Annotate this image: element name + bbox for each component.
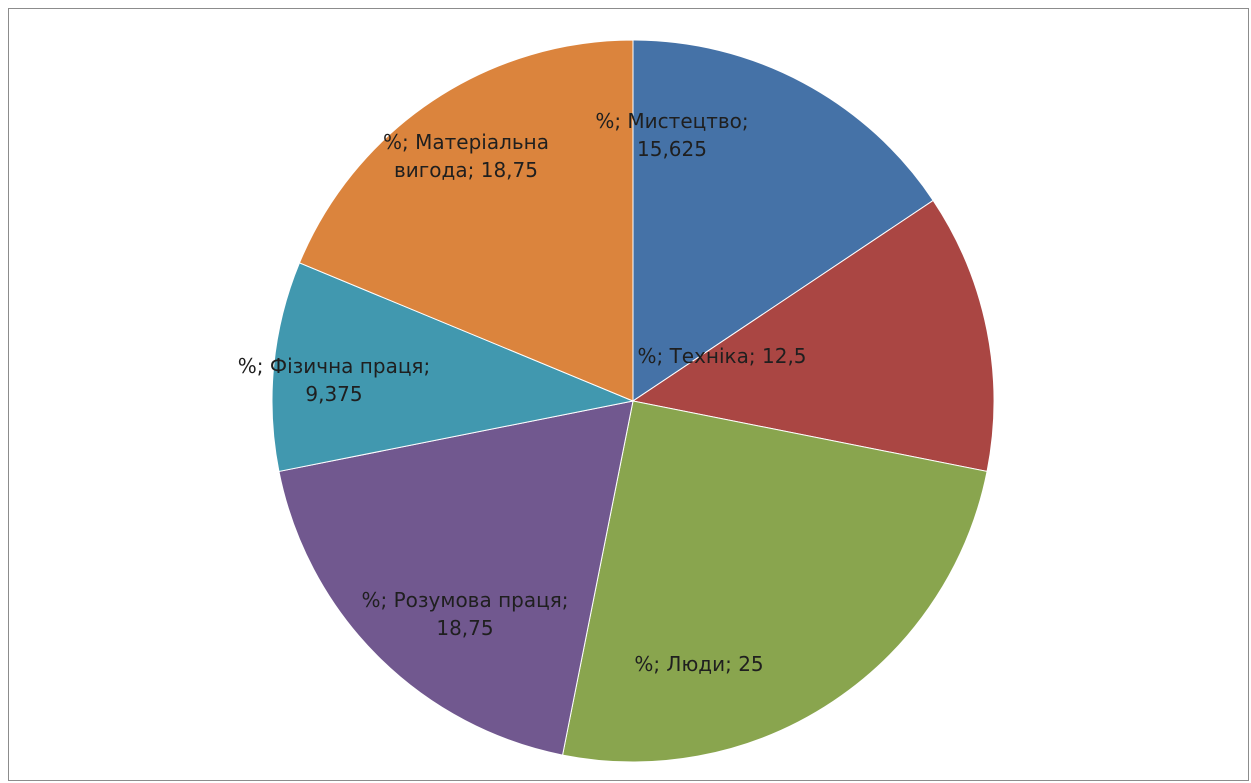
pie-slices bbox=[271, 39, 995, 763]
data-label-3: %; Люди; 25 bbox=[634, 652, 763, 676]
data-label-6: %; Матеріальна вигода; 18,75 bbox=[383, 130, 549, 182]
data-label-1: %; Мистецтво; 15,625 bbox=[595, 109, 748, 161]
data-label-line: 15,625 bbox=[637, 137, 707, 161]
data-label-line: вигода; 18,75 bbox=[394, 158, 538, 182]
data-label-4: %; Розумова праця; 18,75 bbox=[361, 588, 568, 640]
data-label-line: %; Розумова праця; bbox=[361, 588, 568, 612]
pie-slice-6 bbox=[298, 39, 634, 402]
data-label-line: 18,75 bbox=[436, 616, 493, 640]
data-label-line: %; Фізична праця; bbox=[238, 354, 430, 378]
data-labels: %; Мистецтво; 15,625 %; Техніка; 12,5 %; Лю… bbox=[238, 109, 807, 676]
pie-slice-1 bbox=[632, 39, 934, 402]
data-label-line: %; Мистецтво; bbox=[595, 109, 748, 133]
data-label-line: 9,375 bbox=[305, 382, 362, 406]
data-label-line: %; Люди; 25 bbox=[634, 652, 763, 676]
data-label-5: %; Фізична праця; 9,375 bbox=[238, 354, 430, 406]
chart-area: %; Мистецтво; 15,625 %; Техніка; 12,5 %; Лю… bbox=[8, 8, 1249, 781]
data-label-line: %; Техніка; 12,5 bbox=[637, 344, 806, 368]
data-label-line: %; Матеріальна bbox=[383, 130, 549, 154]
data-label-2: %; Техніка; 12,5 bbox=[637, 344, 806, 368]
pie-slice-5 bbox=[271, 262, 635, 473]
pie-slice-4 bbox=[278, 400, 634, 756]
pie-slice-3 bbox=[561, 400, 988, 763]
pie-slice-2 bbox=[631, 199, 995, 473]
pie-chart: %; Мистецтво; 15,625 %; Техніка; 12,5 %; Лю… bbox=[238, 39, 995, 763]
